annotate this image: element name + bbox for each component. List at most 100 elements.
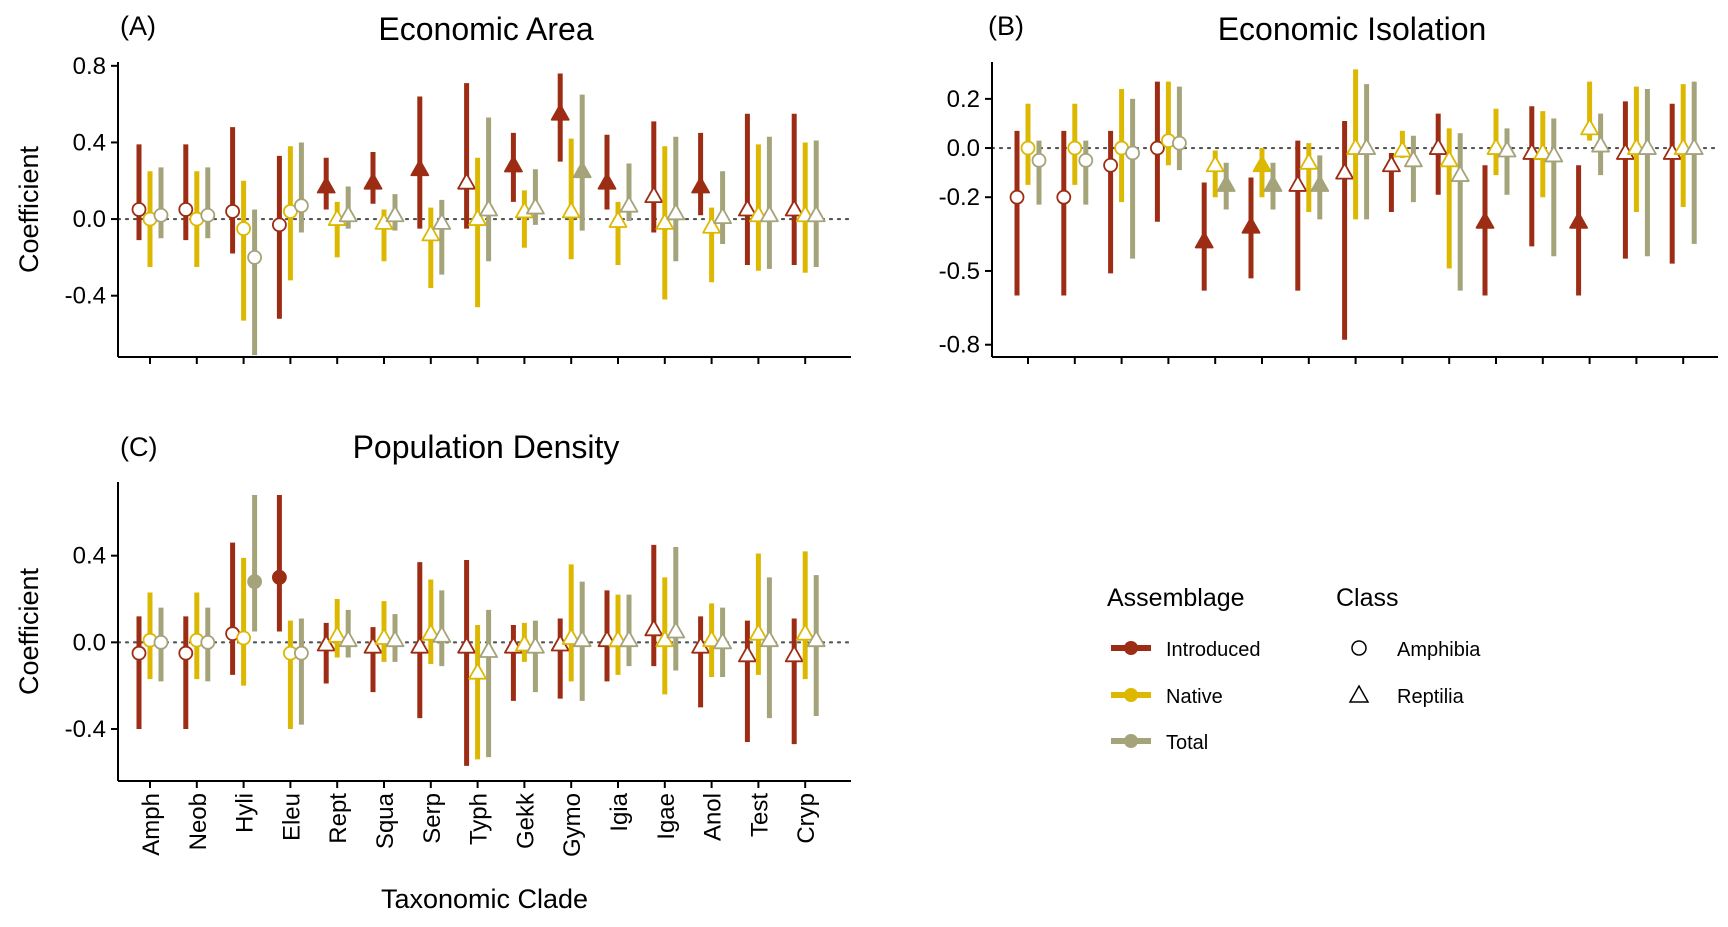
y-tick-label: -0.2 [939,184,980,211]
point-triangle [1428,138,1448,155]
point-triangle [1335,162,1354,180]
y-axis-title: Coefficient [14,567,44,695]
point-circle [1150,140,1165,156]
point-triangle [1404,150,1423,168]
y-tick-label: 0.0 [947,135,980,162]
x-tick-label: Amph [138,793,165,856]
point-circle [153,207,169,223]
point-circle [131,202,147,217]
y-tick-label: -0.5 [939,258,980,285]
point-circle [1067,140,1083,156]
point-triangle [374,628,394,645]
legend-introduced-label: Introduced [1166,639,1261,661]
x-axis-title: Taxonomic Clade [381,884,588,914]
point-triangle [432,213,452,230]
point-triangle [666,203,686,221]
point-triangle [702,216,721,234]
point-triangle [550,103,570,121]
point-triangle [597,172,617,190]
point-triangle [572,630,592,648]
series-introduced [131,495,804,766]
legend-class-title: Class [1336,584,1399,612]
point-triangle [1357,138,1376,155]
panel-1: (A) Economic Area Coefficient 0.8 0.4 0.0 -0.4 [14,11,853,364]
point-triangle [561,201,581,219]
point-triangle [421,224,441,242]
x-tick-label: Eleu [278,793,305,841]
point-triangle [1263,175,1283,192]
point-triangle [1497,140,1517,158]
series-native [1020,69,1693,269]
point-circle [293,645,309,661]
y-tick-label: 0.4 [73,543,106,570]
x-tick-label: Neob [185,793,212,850]
y-tick-label: 0.2 [947,86,980,113]
point-triangle [691,176,710,194]
point-triangle [1591,135,1610,153]
point-triangle [1241,216,1261,234]
x-tick-label: Anol [700,793,727,841]
point-triangle [1684,138,1704,155]
y-tick-label: -0.4 [65,283,106,310]
x-tick-label: Hyli [232,793,259,833]
point-circle [1031,152,1047,168]
point-triangle [760,630,779,648]
legend-native-swatch-dot [1124,688,1138,702]
point-triangle [784,645,804,663]
x-tick-label: Typh [466,793,493,845]
point-triangle [1569,211,1588,229]
point-triangle [1216,175,1236,192]
point-triangle [749,623,768,641]
series-total [153,495,826,758]
y-tick-label: 0.0 [73,206,106,233]
series-native [142,138,815,321]
legend-total-label: Total [1166,732,1208,754]
y-tick-label: 0.4 [73,129,106,156]
point-triangle [327,625,347,643]
series-total [1031,81,1704,291]
point-circle [225,204,241,219]
point-triangle [363,172,383,190]
point-triangle [1439,150,1459,168]
point-triangle [738,645,757,663]
point-triangle [385,630,405,648]
point-triangle [666,621,686,639]
series-native [142,551,815,760]
point-triangle [1544,145,1564,163]
point-triangle [1310,175,1330,192]
point-triangle [479,199,498,217]
point-circle [271,569,287,585]
legend-amphibia-circle-icon [1351,640,1367,656]
point-triangle [421,623,441,641]
point-triangle [608,211,628,228]
point-triangle [526,636,545,654]
panel-title: Economic Isolation [1218,11,1487,47]
x-tick-label: Serp [419,793,446,844]
x-tick-label: Igae [653,793,680,840]
panel-title: Population Density [353,429,620,465]
point-circle [131,645,147,661]
point-circle [1103,157,1118,173]
point-triangle [1382,155,1401,173]
point-triangle [338,205,358,223]
point-triangle [410,636,430,654]
point-triangle [702,630,721,648]
point-triangle [1194,231,1214,249]
point-triangle [316,634,336,652]
panel-3: (C) Population Density Coefficient 0.4 0.0 -0… [14,429,853,914]
point-triangle [795,623,815,641]
legend-introduced-swatch-dot [1124,641,1138,655]
x-tick-label: Squa [372,792,399,849]
point-triangle [457,172,476,190]
point-triangle [655,630,675,648]
legend-item-amphibia: Amphibia [1351,639,1481,661]
legend-native-label: Native [1166,686,1223,708]
point-circle [236,221,252,237]
legend-item-native: Native [1111,686,1223,708]
y-axis-title: Coefficient [14,145,44,273]
point-triangle [806,630,826,648]
point-triangle [363,636,383,654]
point-circle [200,634,216,650]
point-triangle [526,197,545,215]
